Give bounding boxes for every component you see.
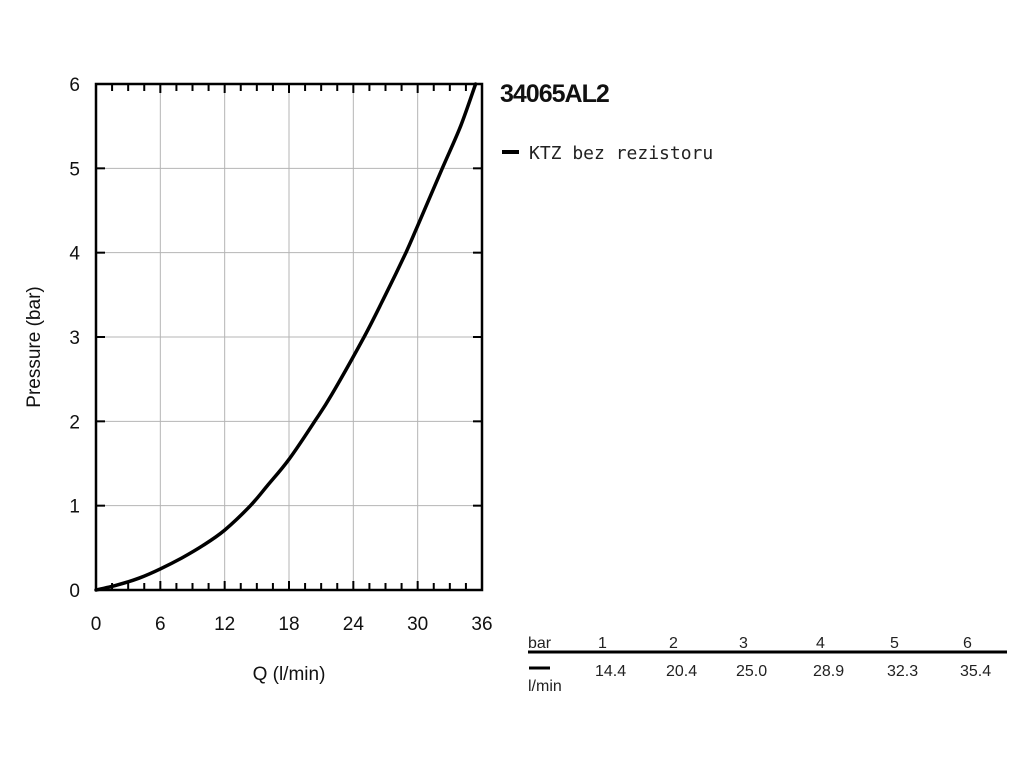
plot-frame — [94, 82, 484, 592]
table-pressure-cell: 1 — [598, 635, 607, 652]
series-line-ktz-bez-rezistoru — [94, 82, 478, 592]
table-header-label: bar — [528, 635, 552, 652]
x-tick-label: 18 — [278, 614, 299, 635]
y-tick-label: 6 — [69, 75, 80, 96]
table-row-label: l/min — [528, 678, 562, 695]
table-pressure-cell: 2 — [669, 635, 678, 652]
y-tick-label: 2 — [69, 412, 80, 433]
x-tick-label: 0 — [91, 614, 102, 635]
table-cells: 1 2 3 4 5 6 14.4 20.4 25.0 28.9 32.3 35.4 — [595, 635, 991, 680]
x-tick-label: 6 — [155, 614, 166, 635]
table-pressure-cell: 6 — [963, 635, 972, 652]
table-pressure-cell: 4 — [816, 635, 825, 652]
table-flow-cell: 14.4 — [595, 663, 626, 680]
table-flow-cell: 20.4 — [666, 663, 697, 680]
legend: KTZ bez rezistoru — [502, 143, 713, 164]
x-tick-label: 36 — [471, 614, 492, 635]
x-tick-label: 12 — [214, 614, 235, 635]
y-tick-label: 0 — [69, 581, 80, 602]
legend-label: KTZ bez rezistoru — [529, 143, 713, 164]
chart-title: 34065AL2 — [500, 80, 609, 108]
y-axis-title: Pressure (bar) — [24, 286, 45, 407]
x-tick-label: 30 — [407, 614, 428, 635]
y-tick-label: 3 — [69, 328, 80, 349]
y-tick-label: 5 — [69, 159, 80, 180]
x-tick-label: 24 — [343, 614, 365, 635]
table-flow-cell: 28.9 — [813, 663, 844, 680]
table-pressure-cell: 5 — [890, 635, 899, 652]
x-axis-title: Q (l/min) — [253, 664, 326, 685]
table-pressure-cell: 3 — [739, 635, 748, 652]
table-flow-cell: 35.4 — [960, 663, 991, 680]
data-table: bar l/min 1 2 3 4 5 6 14.4 20.4 25.0 28.9 32.3 35.4 — [528, 635, 1007, 695]
table-flow-cell: 32.3 — [887, 663, 918, 680]
y-tick-label: 1 — [69, 497, 80, 518]
table-flow-cell: 25.0 — [736, 663, 767, 680]
y-tick-label: 4 — [69, 244, 80, 265]
grid — [96, 84, 482, 590]
